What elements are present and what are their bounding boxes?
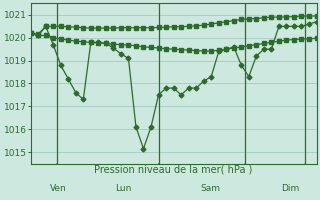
Text: Ven: Ven [50,184,67,193]
Text: Lun: Lun [115,184,131,193]
Text: Dim: Dim [281,184,299,193]
X-axis label: Pression niveau de la mer( hPa ): Pression niveau de la mer( hPa ) [94,165,253,175]
Text: Sam: Sam [201,184,221,193]
